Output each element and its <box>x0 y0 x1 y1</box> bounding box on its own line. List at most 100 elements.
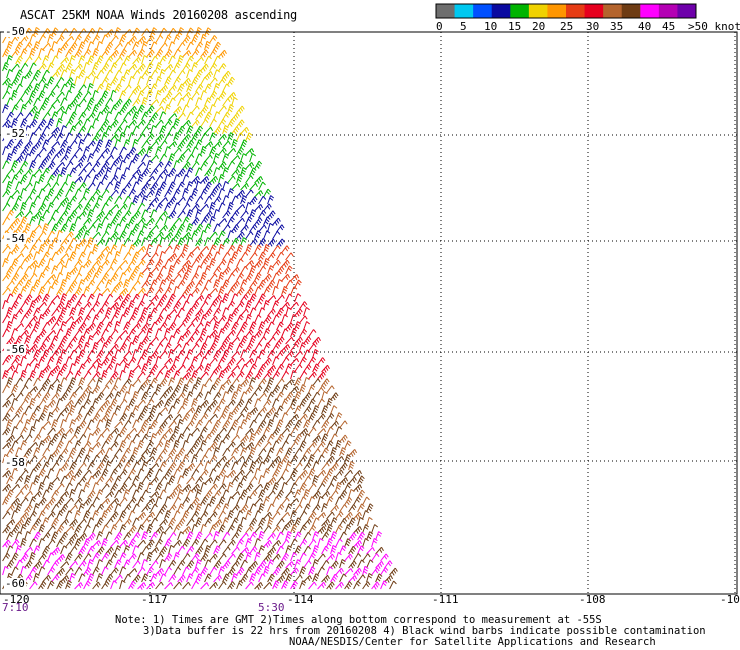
wind-barb <box>137 90 145 100</box>
wind-barb <box>65 552 73 562</box>
wind-barb <box>186 407 196 415</box>
wind-barb <box>141 293 149 303</box>
wind-barb <box>65 455 74 464</box>
wind-barb <box>182 384 189 394</box>
wind-barb <box>24 253 34 261</box>
wind-barb <box>186 111 194 121</box>
wind-barb <box>303 531 312 541</box>
wind-barb <box>101 510 109 520</box>
wind-barb <box>96 321 104 331</box>
wind-barb <box>105 546 114 555</box>
wind-barb <box>177 433 185 443</box>
wind-barb <box>146 314 153 324</box>
wind-barb <box>204 308 213 317</box>
wind-barb <box>263 553 272 562</box>
wind-barb <box>96 280 105 289</box>
wind-barb <box>110 398 118 408</box>
wind-barb <box>123 518 132 527</box>
wind-barb <box>254 217 263 226</box>
wind-barb <box>366 531 374 541</box>
wind-barb <box>357 489 365 499</box>
wind-barb <box>47 274 57 282</box>
wind-barb <box>344 454 351 464</box>
wind-barb <box>114 336 123 345</box>
wind-barb <box>20 412 28 422</box>
wind-barb <box>114 559 122 569</box>
wind-barb <box>285 279 294 289</box>
wind-barb <box>177 335 185 345</box>
wind-barb <box>191 343 200 352</box>
wind-barb <box>236 371 245 380</box>
wind-barb <box>132 517 140 527</box>
wind-barb <box>204 490 213 499</box>
wind-barb <box>38 119 47 128</box>
wind-barb <box>114 266 123 275</box>
wind-barb <box>2 525 11 534</box>
wind-barb <box>119 539 128 548</box>
wind-barb <box>87 224 96 233</box>
wind-barb <box>146 426 154 436</box>
wind-barb <box>191 553 200 562</box>
wind-barb <box>119 384 128 394</box>
wind-barb <box>20 329 29 338</box>
wind-barb <box>267 321 275 331</box>
wind-barb <box>222 83 230 93</box>
wind-barb <box>83 118 91 128</box>
wind-barb <box>150 41 158 51</box>
wind-barb <box>195 167 203 177</box>
wind-barb <box>101 385 110 394</box>
wind-barb <box>272 496 280 506</box>
wind-barb <box>254 160 263 170</box>
wind-barb <box>137 76 145 86</box>
wind-barb <box>69 475 77 485</box>
wind-barb <box>146 524 154 534</box>
wind-barb <box>2 189 11 198</box>
wind-barb <box>150 463 160 471</box>
wind-barb <box>227 510 235 520</box>
wind-barb <box>51 322 60 331</box>
wind-barb <box>47 202 55 212</box>
wind-barb <box>6 224 15 233</box>
wind-barb <box>20 147 29 156</box>
wind-barb <box>249 432 256 443</box>
wind-barb <box>236 174 243 184</box>
wind-barb <box>119 34 127 44</box>
wind-barb <box>173 439 180 450</box>
wind-barb <box>272 230 281 240</box>
wind-barb <box>119 483 128 492</box>
wind-barb <box>204 252 213 261</box>
wind-barb <box>164 327 171 338</box>
wind-barb <box>33 349 41 359</box>
wind-barb <box>231 168 240 177</box>
wind-barb <box>87 55 95 65</box>
wind-barb <box>29 230 37 240</box>
wind-barb <box>128 483 137 492</box>
wind-barb <box>177 364 186 373</box>
wind-barb <box>204 293 212 303</box>
wind-barb <box>6 504 15 513</box>
wind-barb <box>339 531 347 541</box>
wind-barb <box>74 469 83 478</box>
wind-barb <box>191 538 200 548</box>
legend-swatch <box>603 4 623 18</box>
wind-barb <box>191 329 200 338</box>
wind-barb <box>101 538 108 548</box>
wind-barb <box>123 210 132 219</box>
wind-barb <box>33 335 41 345</box>
wind-barb <box>249 476 258 485</box>
wind-barb <box>299 580 307 590</box>
wind-barb <box>123 98 132 107</box>
wind-barb <box>186 209 194 219</box>
wind-barb <box>200 538 209 548</box>
wind-barb <box>339 420 348 429</box>
wind-barb <box>96 195 103 205</box>
wind-barb <box>56 216 64 226</box>
wind-barb <box>254 272 262 282</box>
legend-label: 20 <box>532 20 546 33</box>
wind-barb <box>213 503 222 513</box>
wind-barb <box>213 167 220 177</box>
latitude-label: -54 <box>4 232 26 245</box>
wind-barb <box>281 539 290 548</box>
wind-barb <box>249 560 258 569</box>
wind-barb <box>168 253 178 261</box>
